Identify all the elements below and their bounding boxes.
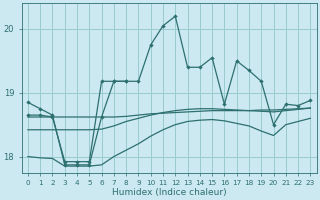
X-axis label: Humidex (Indice chaleur): Humidex (Indice chaleur) bbox=[112, 188, 227, 197]
